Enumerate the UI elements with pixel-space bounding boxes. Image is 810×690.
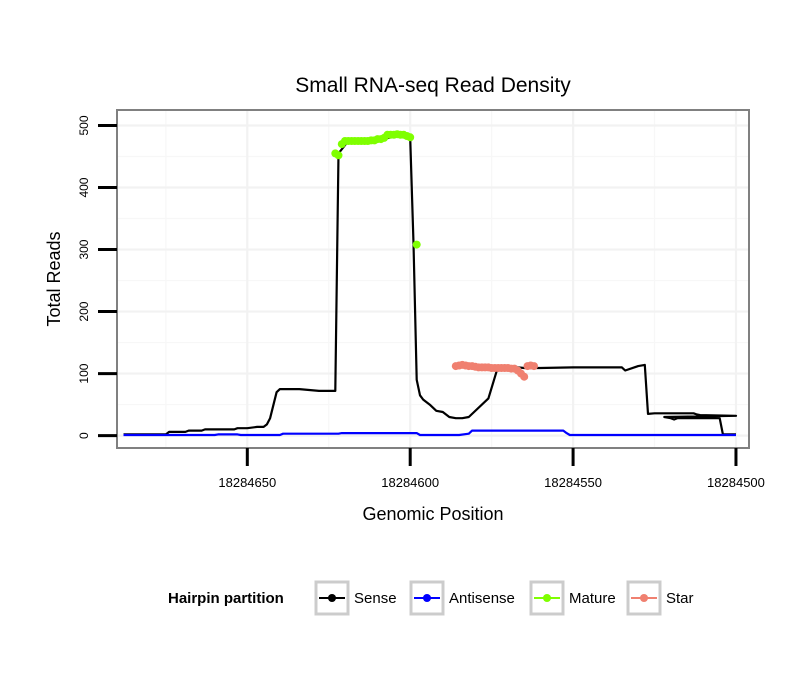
y-tick-label: 100: [77, 363, 91, 383]
x-axis-label: Genomic Position: [362, 504, 503, 524]
legend-item-star: Star: [626, 580, 694, 616]
series-points-mature: [331, 130, 421, 249]
y-tick-label: 400: [77, 177, 91, 197]
legend-item-antisense: Antisense: [409, 580, 515, 616]
legend-label: Star: [666, 590, 694, 607]
legend-item-sense: Sense: [314, 580, 397, 616]
y-axis-label: Total Reads: [44, 231, 64, 326]
chart-title: Small RNA-seq Read Density: [295, 74, 571, 97]
data-point-star: [530, 362, 538, 371]
data-point-mature: [334, 151, 343, 160]
y-tick-label: 200: [77, 301, 91, 321]
x-tick-label: 18284600: [381, 475, 439, 490]
x-axis: 18284650 18284600 18284550 18284500: [218, 448, 765, 490]
x-tick-label: 18284650: [218, 475, 276, 490]
series-line-sense: [123, 133, 738, 436]
legend-label: Antisense: [449, 590, 515, 607]
series-layer: [123, 130, 738, 437]
legend-key-point: [640, 594, 648, 602]
grid-minor: [117, 110, 749, 448]
y-tick-label: 0: [77, 432, 91, 439]
legend-title: Hairpin partition: [168, 590, 284, 607]
legend-label: Mature: [569, 590, 616, 607]
y-tick-label: 300: [77, 239, 91, 259]
y-tick-label: 500: [77, 115, 91, 135]
series-line-antisense: [123, 429, 736, 437]
legend-label: Sense: [354, 590, 397, 607]
x-tick-label: 18284550: [544, 475, 602, 490]
legend-key-point: [423, 594, 431, 602]
data-point-mature: [412, 240, 421, 249]
y-axis: 0 100 200 300 400 500: [77, 115, 117, 439]
plot-panel-border: [116, 109, 750, 449]
series-points-star: [451, 360, 538, 381]
data-point-star: [520, 372, 529, 381]
legend-key-point: [543, 594, 551, 602]
legend-key-point: [328, 594, 336, 602]
data-point-mature: [406, 133, 415, 142]
legend: Hairpin partition Sense Antisense Mature St…: [168, 580, 694, 616]
legend-item-mature: Mature: [529, 580, 616, 616]
x-tick-label: 18284500: [707, 475, 765, 490]
